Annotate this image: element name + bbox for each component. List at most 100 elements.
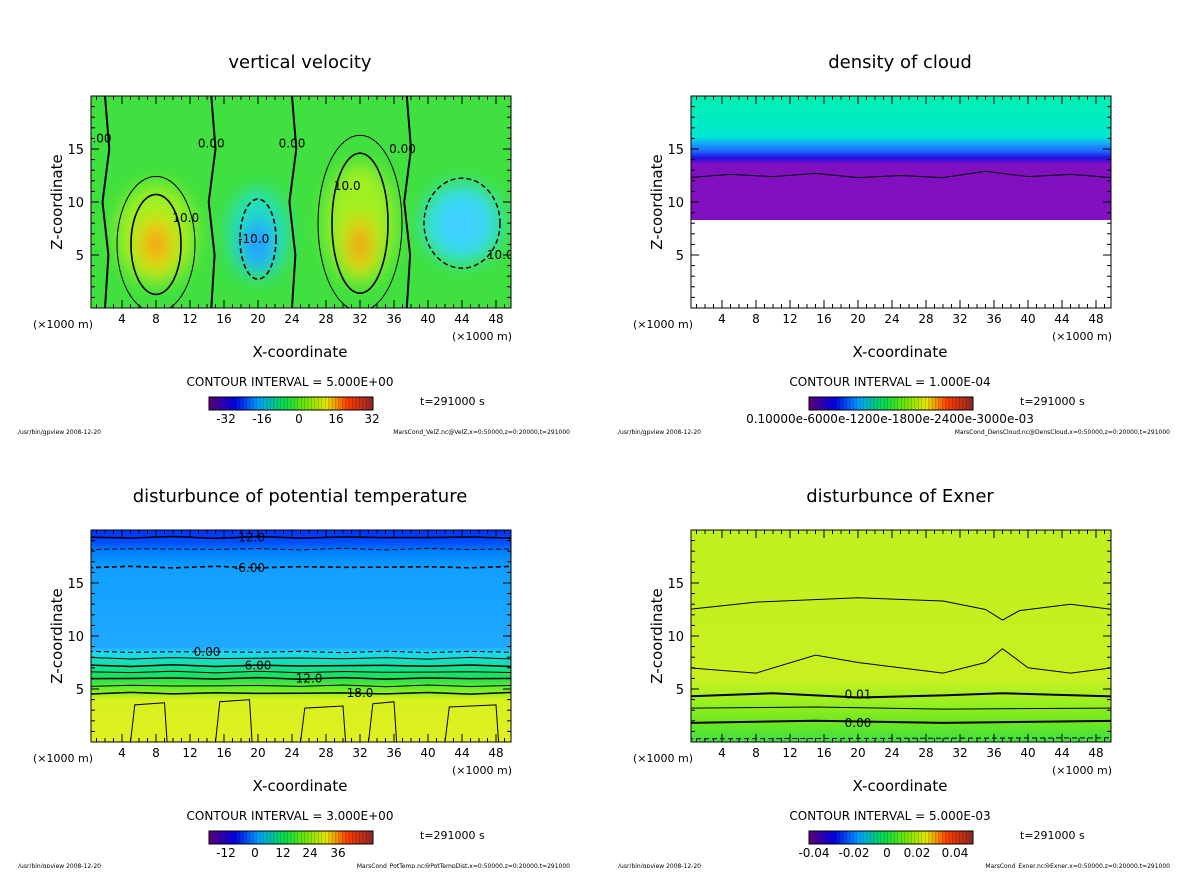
plot-title: disturbunce of potential temperature bbox=[133, 486, 468, 507]
colorbar-swatch bbox=[321, 397, 326, 410]
z-axis-label: Z-coordinate bbox=[648, 154, 666, 249]
contour-label: 0.00 bbox=[389, 142, 416, 156]
colorbar-swatch bbox=[277, 831, 282, 844]
z-axis-label: Z-coordinate bbox=[48, 154, 66, 249]
x-tick-label: 16 bbox=[816, 746, 831, 760]
x-unit-left: (×1000 m) bbox=[33, 318, 93, 331]
z-tick-label: 10 bbox=[667, 630, 684, 645]
colorbar-swatch bbox=[843, 397, 847, 410]
colorbar-swatch bbox=[856, 831, 861, 844]
colorbar-swatch bbox=[839, 397, 844, 410]
contour-line bbox=[423, 177, 501, 269]
cloud-field bbox=[691, 96, 1111, 220]
colorbar-swatch bbox=[880, 397, 885, 410]
colorbar-swatch bbox=[273, 831, 278, 844]
colorbar-swatch bbox=[311, 831, 316, 844]
contour-line bbox=[691, 597, 1111, 621]
contour-line bbox=[116, 175, 196, 308]
colorbar-swatch bbox=[297, 397, 302, 410]
colorbar-swatch bbox=[308, 831, 312, 844]
z-tick-label: 10 bbox=[67, 630, 84, 645]
z-axis-label: Z-coordinate bbox=[48, 588, 66, 683]
contour-label: 0.00 bbox=[194, 645, 221, 659]
colorbar-swatch bbox=[297, 831, 302, 844]
field-blob bbox=[354, 232, 366, 257]
colorbar-swatch bbox=[969, 831, 974, 844]
contour-label: -12.0 bbox=[234, 530, 265, 544]
colorbar-swatch bbox=[908, 831, 912, 844]
x-tick-label: 48 bbox=[1088, 312, 1103, 326]
colorbar-swatch bbox=[928, 831, 933, 844]
colorbar: -12 0 12 24 36 bbox=[208, 830, 374, 860]
colorbar-swatch bbox=[904, 831, 909, 844]
colorbar-frame bbox=[208, 396, 374, 411]
colorbar-swatch bbox=[887, 397, 892, 410]
colorbar-tick-label: 36 bbox=[330, 846, 345, 860]
colorbar-swatch bbox=[243, 831, 247, 844]
colorbar-swatch bbox=[246, 831, 251, 844]
x-tick-label: 48 bbox=[1088, 746, 1103, 760]
colorbar-swatch bbox=[908, 397, 912, 410]
colorbar-swatch bbox=[338, 397, 343, 410]
colorbar-swatch bbox=[366, 831, 370, 844]
colorbar-swatch bbox=[291, 397, 295, 410]
x-tick-label: 16 bbox=[216, 746, 231, 760]
contour-line bbox=[91, 691, 511, 695]
z-tick-label: 5 bbox=[76, 249, 84, 264]
contour-label: 0.00 bbox=[198, 137, 225, 151]
colorbar-swatch bbox=[263, 831, 268, 844]
colorbar-swatch bbox=[212, 397, 217, 410]
colorbar-tick-label: 0.04 bbox=[942, 846, 969, 860]
colorbar-swatch bbox=[955, 397, 960, 410]
colorbar-swatch bbox=[843, 831, 847, 844]
colorbar-swatch bbox=[369, 397, 374, 410]
x-unit-left: (×1000 m) bbox=[633, 318, 693, 331]
colorbar-swatch bbox=[369, 831, 374, 844]
colorbar-swatch bbox=[949, 831, 953, 844]
colorbar-swatch bbox=[938, 831, 943, 844]
colorbar-swatch bbox=[342, 397, 346, 410]
x-tick-label: 40 bbox=[1020, 746, 1035, 760]
x-unit-right: (×1000 m) bbox=[1052, 330, 1112, 343]
z-tick-label: 5 bbox=[76, 683, 84, 698]
colorbar-swatch bbox=[328, 831, 333, 844]
colorbar-swatch bbox=[359, 831, 364, 844]
colorbar-tick-label: 0 bbox=[251, 846, 259, 860]
colorbar-swatch bbox=[867, 831, 871, 844]
x-tick-label: 24 bbox=[884, 746, 899, 760]
colorbar-swatch bbox=[969, 397, 974, 410]
contour-label: -6.00 bbox=[234, 561, 265, 575]
contour-line bbox=[691, 648, 1111, 674]
colorbar-swatch bbox=[366, 397, 370, 410]
colorbar-swatch bbox=[294, 831, 299, 844]
colorbar-swatch bbox=[321, 831, 326, 844]
colorbar-swatch bbox=[253, 831, 258, 844]
colorbar-swatch bbox=[256, 397, 261, 410]
colorbar-swatch bbox=[938, 397, 943, 410]
colorbar-swatch bbox=[959, 397, 964, 410]
x-tick-label: 12 bbox=[182, 312, 197, 326]
z-tick-label: 15 bbox=[667, 143, 684, 158]
colorbar-tick-label: 24 bbox=[302, 846, 317, 860]
zero-contour bbox=[288, 96, 298, 308]
colorbar-swatch bbox=[304, 831, 309, 844]
x-tick-label: 16 bbox=[816, 312, 831, 326]
colorbar-swatch bbox=[294, 397, 299, 410]
footer-left: /usr/bin/gpview 2008-12-20 bbox=[618, 863, 701, 868]
colorbar-swatch bbox=[887, 831, 892, 844]
contour-interval: CONTOUR INTERVAL = 1.000E-04 bbox=[789, 375, 990, 389]
contour-line bbox=[691, 170, 1111, 179]
colorbar-swatch bbox=[822, 831, 827, 844]
colorbar-swatch bbox=[277, 397, 282, 410]
contour-line bbox=[331, 152, 389, 294]
contour-line bbox=[691, 692, 1111, 699]
time-label: t=291000 s bbox=[420, 395, 485, 408]
contour-line bbox=[300, 705, 347, 742]
zero-contour bbox=[207, 96, 217, 308]
footer-right: MarsCond_DensCloud.nc@DensCloud,x=0:5000… bbox=[955, 429, 1170, 436]
z-tick-label: 15 bbox=[67, 143, 84, 158]
colorbar-swatch bbox=[345, 397, 350, 410]
colorbar-swatch bbox=[352, 831, 357, 844]
colorbar-swatch bbox=[822, 397, 827, 410]
colorbar-swatch bbox=[819, 397, 823, 410]
